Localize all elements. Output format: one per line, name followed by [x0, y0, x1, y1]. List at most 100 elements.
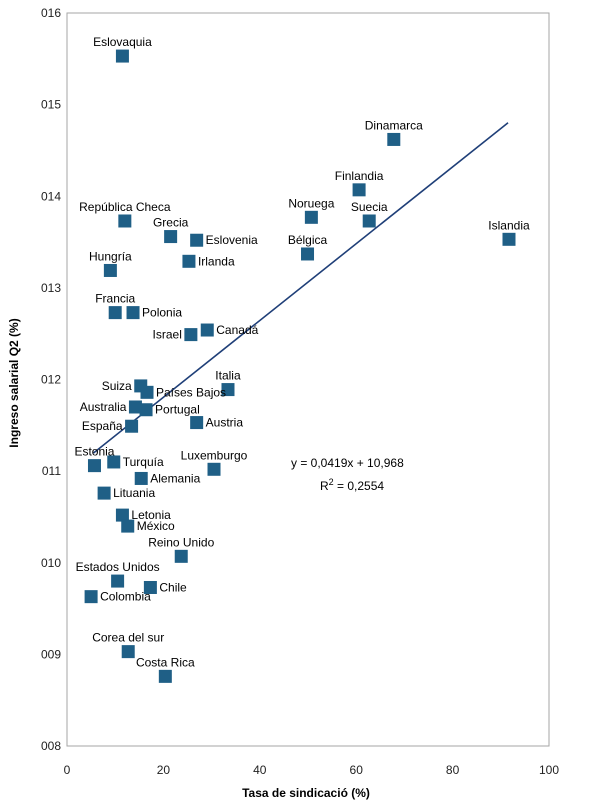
- data-point: [301, 247, 315, 261]
- y-tick-label: 012: [41, 373, 61, 387]
- plot-area: [66, 12, 550, 747]
- point-label: Letonia: [131, 508, 171, 522]
- y-axis-ticks: 008 009 010 011 012 013 014 015 016: [41, 6, 61, 753]
- point-label: Estados Unidos: [76, 560, 160, 574]
- point-label: Eslovaquia: [93, 35, 152, 49]
- data-point: [125, 419, 139, 433]
- data-point: [164, 230, 178, 244]
- y-tick-label: 009: [41, 647, 61, 661]
- data-point: [352, 183, 366, 197]
- y-tick-label: 008: [41, 739, 61, 753]
- point-label: Países Bajos: [156, 385, 226, 399]
- point-label: Francia: [95, 292, 135, 306]
- data-point: [174, 549, 188, 563]
- point-label: Alemania: [150, 471, 200, 485]
- point-label: Dinamarca: [365, 118, 423, 132]
- point-label: Luxemburgo: [181, 448, 248, 462]
- point-label: Israel: [153, 328, 182, 342]
- point-label: Suecia: [351, 200, 388, 214]
- point-label: Islandia: [488, 218, 530, 232]
- r-squared-symbol: R: [320, 479, 329, 493]
- point-label: Reino Unido: [148, 535, 214, 549]
- point-label: Polonia: [142, 306, 182, 320]
- data-points: [84, 49, 516, 683]
- point-label: Noruega: [288, 196, 334, 210]
- x-tick-label: 0: [64, 763, 71, 777]
- x-tick-label: 20: [157, 763, 171, 777]
- y-tick-label: 011: [42, 464, 61, 478]
- point-label: Chile: [159, 580, 187, 594]
- data-point: [190, 416, 204, 430]
- point-label: Suiza: [102, 379, 132, 393]
- y-tick-label: 015: [41, 98, 61, 112]
- data-point: [184, 328, 198, 342]
- data-point: [502, 232, 516, 246]
- point-label: Irlanda: [198, 254, 235, 268]
- data-point: [140, 385, 154, 399]
- y-tick-label: 014: [41, 189, 61, 203]
- point-label: Australia: [80, 400, 127, 414]
- data-point: [118, 214, 132, 228]
- point-label: Costa Rica: [136, 655, 195, 669]
- data-point: [304, 210, 318, 224]
- point-label: Finlandia: [335, 169, 384, 183]
- data-point: [190, 233, 204, 247]
- data-point: [128, 400, 142, 414]
- data-point: [158, 669, 172, 683]
- point-label: Turquía: [123, 455, 164, 469]
- r-squared: R2 = 0,2554: [320, 477, 384, 493]
- data-point: [387, 132, 401, 146]
- point-label: Eslovenia: [206, 233, 258, 247]
- y-tick-label: 013: [41, 281, 61, 295]
- data-point: [111, 574, 125, 588]
- data-point: [84, 590, 98, 604]
- point-label: Estonia: [74, 445, 114, 459]
- data-point: [139, 403, 153, 417]
- y-tick-label: 010: [41, 556, 61, 570]
- x-tick-label: 60: [350, 763, 364, 777]
- point-label: Grecia: [153, 216, 189, 230]
- data-point: [121, 519, 135, 533]
- data-point: [200, 323, 214, 337]
- data-point: [221, 383, 235, 397]
- point-label: Colombia: [100, 590, 151, 604]
- x-axis-ticks: 0 20 40 60 80 100: [64, 763, 560, 777]
- point-label: República Checa: [79, 200, 171, 214]
- data-point: [115, 508, 129, 522]
- data-point: [103, 263, 117, 277]
- data-point: [107, 455, 121, 469]
- data-point: [126, 306, 140, 320]
- point-label: Hungría: [89, 249, 132, 263]
- y-axis-title: Ingreso salarial Q2 (%): [7, 318, 21, 447]
- data-point: [362, 214, 376, 228]
- trend-line: [93, 122, 509, 454]
- r-squared-value: = 0,2554: [334, 479, 385, 493]
- point-label: Portugal: [155, 403, 200, 417]
- data-point: [97, 486, 111, 500]
- data-point: [182, 254, 196, 268]
- trend-equation: y = 0,0419x + 10,968: [291, 456, 404, 470]
- r-squared-exponent: 2: [329, 477, 334, 487]
- data-point: [121, 645, 135, 659]
- x-axis-title: Tasa de sindicació (%): [242, 786, 370, 800]
- y-tick-label: 016: [41, 6, 61, 20]
- point-label: México: [137, 519, 175, 533]
- point-label: Italia: [215, 369, 241, 383]
- data-point: [207, 462, 221, 476]
- point-label: Corea del sur: [92, 631, 164, 645]
- data-point: [115, 49, 129, 63]
- data-point: [134, 471, 148, 485]
- x-tick-label: 40: [253, 763, 267, 777]
- point-label: Canadá: [216, 323, 258, 337]
- data-point: [87, 459, 101, 473]
- point-label: España: [82, 419, 123, 433]
- x-tick-label: 100: [539, 763, 559, 777]
- point-label: Lituania: [113, 486, 155, 500]
- data-point: [143, 580, 157, 594]
- x-tick-label: 80: [446, 763, 460, 777]
- point-label: Bélgica: [288, 233, 328, 247]
- data-point: [108, 306, 122, 320]
- point-label: Austria: [206, 416, 244, 430]
